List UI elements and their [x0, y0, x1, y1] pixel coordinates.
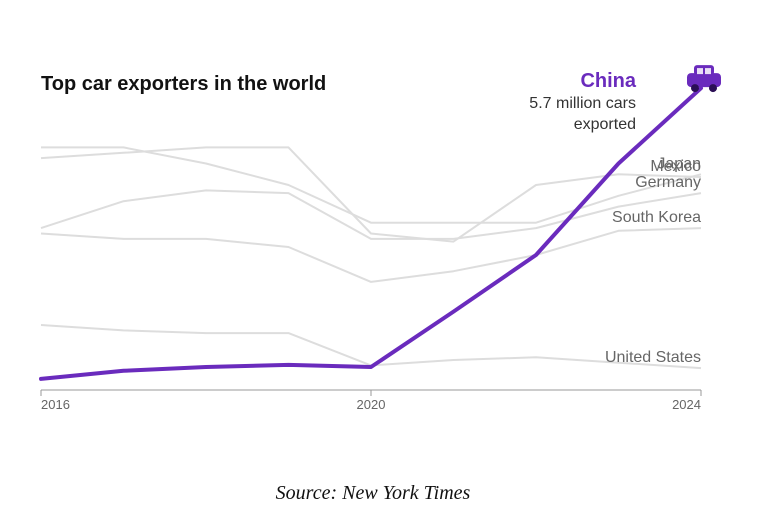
series-line-united-states: [40, 324, 702, 370]
series-label-germany: Germany: [635, 174, 701, 191]
series-label-mexico: Mexico: [650, 158, 701, 175]
x-tick-label-2024: 2024: [672, 397, 701, 412]
series-line-china: [39, 86, 703, 381]
chart-title: Top car exporters in the world: [41, 73, 326, 95]
series-label-japan: Japan: [657, 155, 701, 172]
china-annotation-line2: exported: [574, 116, 636, 133]
line-chart: Top car exporters in the world JapanMexi…: [39, 65, 721, 412]
source-credit: Source: New York Times: [275, 482, 471, 504]
x-tick-label-2020: 2020: [357, 397, 386, 412]
series-line-mexico: [40, 146, 702, 243]
china-annotation-line1: 5.7 million cars: [529, 95, 636, 112]
series-label-united-states: United States: [605, 349, 701, 366]
x-tick-label-2016: 2016: [41, 397, 70, 412]
series-line-south-korea: [40, 227, 702, 283]
series-line-japan: [41, 146, 702, 224]
china-label: China: [580, 70, 636, 92]
series-line-germany: [40, 189, 702, 240]
x-axis-ticks: 2016 2020 2024: [40, 390, 702, 412]
china-series-group: [39, 86, 703, 381]
series-label-south-korea: South Korea: [612, 209, 701, 226]
car-icon: [687, 65, 721, 93]
